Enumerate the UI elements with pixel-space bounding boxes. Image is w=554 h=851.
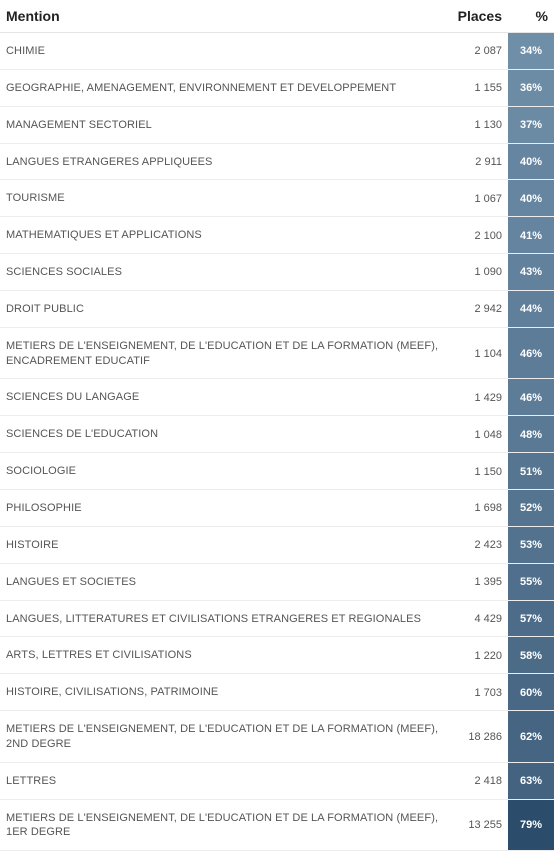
mention-cell: LETTRES — [0, 762, 450, 799]
mention-cell: LANGUES, LITTERATURES ET CIVILISATIONS E… — [0, 600, 450, 637]
table-row: PHILOSOPHIE1 69852% — [0, 489, 554, 526]
table-row: TOURISME1 06740% — [0, 180, 554, 217]
places-cell: 2 087 — [450, 33, 508, 70]
places-cell: 13 255 — [450, 799, 508, 851]
mention-cell: HISTOIRE — [0, 526, 450, 563]
table-row: METIERS DE L'ENSEIGNEMENT, DE L'EDUCATIO… — [0, 327, 554, 379]
table-row: LANGUES ET SOCIETES1 39555% — [0, 563, 554, 600]
mention-cell: MANAGEMENT SECTORIEL — [0, 106, 450, 143]
table-row: METIERS DE L'ENSEIGNEMENT, DE L'EDUCATIO… — [0, 799, 554, 851]
pct-cell: 44% — [508, 290, 554, 327]
mention-cell: CHIMIE — [0, 33, 450, 70]
pct-cell: 40% — [508, 143, 554, 180]
pct-cell: 52% — [508, 489, 554, 526]
table-row: LANGUES, LITTERATURES ET CIVILISATIONS E… — [0, 600, 554, 637]
mention-cell: LANGUES ETRANGERES APPLIQUEES — [0, 143, 450, 180]
mention-cell: DROIT PUBLIC — [0, 290, 450, 327]
table-row: SOCIOLOGIE1 15051% — [0, 453, 554, 490]
places-cell: 1 220 — [450, 637, 508, 674]
pct-cell: 51% — [508, 453, 554, 490]
mention-cell: ARTS, LETTRES ET CIVILISATIONS — [0, 637, 450, 674]
table-row: SCIENCES DE L'EDUCATION1 04848% — [0, 416, 554, 453]
pct-cell: 55% — [508, 563, 554, 600]
places-cell: 2 911 — [450, 143, 508, 180]
places-cell: 1 698 — [450, 489, 508, 526]
table-row: DROIT PUBLIC2 94244% — [0, 290, 554, 327]
table-row: LETTRES2 41863% — [0, 762, 554, 799]
mention-cell: SCIENCES DU LANGAGE — [0, 379, 450, 416]
places-cell: 1 104 — [450, 327, 508, 379]
table-row: LANGUES ETRANGERES APPLIQUEES2 91140% — [0, 143, 554, 180]
table-row: SCIENCES DU LANGAGE1 42946% — [0, 379, 554, 416]
pct-cell: 37% — [508, 106, 554, 143]
places-cell: 1 703 — [450, 674, 508, 711]
mention-cell: METIERS DE L'ENSEIGNEMENT, DE L'EDUCATIO… — [0, 327, 450, 379]
table-row: HISTOIRE2 42353% — [0, 526, 554, 563]
places-cell: 1 429 — [450, 379, 508, 416]
mention-cell: TOURISME — [0, 180, 450, 217]
pct-cell: 60% — [508, 674, 554, 711]
table-row: HISTOIRE, CIVILISATIONS, PATRIMOINE1 703… — [0, 674, 554, 711]
table-row: CHIMIE2 08734% — [0, 33, 554, 70]
pct-cell: 46% — [508, 379, 554, 416]
table-row: MANAGEMENT SECTORIEL1 13037% — [0, 106, 554, 143]
pct-cell: 34% — [508, 33, 554, 70]
mention-cell: LANGUES ET SOCIETES — [0, 563, 450, 600]
mention-cell: METIERS DE L'ENSEIGNEMENT, DE L'EDUCATIO… — [0, 711, 450, 763]
places-cell: 1 090 — [450, 254, 508, 291]
places-cell: 2 418 — [450, 762, 508, 799]
places-cell: 1 130 — [450, 106, 508, 143]
header-places[interactable]: Places — [450, 0, 508, 33]
places-cell: 1 395 — [450, 563, 508, 600]
places-cell: 1 048 — [450, 416, 508, 453]
table-row: SCIENCES SOCIALES1 09043% — [0, 254, 554, 291]
pct-cell: 36% — [508, 69, 554, 106]
mention-cell: PHILOSOPHIE — [0, 489, 450, 526]
pct-cell: 48% — [508, 416, 554, 453]
mention-cell: GEOGRAPHIE, AMENAGEMENT, ENVIRONNEMENT E… — [0, 69, 450, 106]
pct-cell: 58% — [508, 637, 554, 674]
places-cell: 2 100 — [450, 217, 508, 254]
pct-cell: 43% — [508, 254, 554, 291]
pct-cell: 41% — [508, 217, 554, 254]
places-cell: 1 150 — [450, 453, 508, 490]
places-cell: 1 155 — [450, 69, 508, 106]
mention-cell: HISTOIRE, CIVILISATIONS, PATRIMOINE — [0, 674, 450, 711]
header-pct[interactable]: % — [508, 0, 554, 33]
header-mention[interactable]: Mention — [0, 0, 450, 33]
mention-cell: METIERS DE L'ENSEIGNEMENT, DE L'EDUCATIO… — [0, 799, 450, 851]
places-cell: 4 429 — [450, 600, 508, 637]
table-row: METIERS DE L'ENSEIGNEMENT, DE L'EDUCATIO… — [0, 711, 554, 763]
table-row: GEOGRAPHIE, AMENAGEMENT, ENVIRONNEMENT E… — [0, 69, 554, 106]
pct-cell: 63% — [508, 762, 554, 799]
mention-cell: SCIENCES SOCIALES — [0, 254, 450, 291]
mentions-table: Mention Places % CHIMIE2 08734%GEOGRAPHI… — [0, 0, 554, 851]
table-row: MATHEMATIQUES ET APPLICATIONS2 10041% — [0, 217, 554, 254]
pct-cell: 79% — [508, 799, 554, 851]
table-header-row: Mention Places % — [0, 0, 554, 33]
mention-cell: SOCIOLOGIE — [0, 453, 450, 490]
places-cell: 2 942 — [450, 290, 508, 327]
pct-cell: 46% — [508, 327, 554, 379]
mention-cell: SCIENCES DE L'EDUCATION — [0, 416, 450, 453]
mention-cell: MATHEMATIQUES ET APPLICATIONS — [0, 217, 450, 254]
places-cell: 1 067 — [450, 180, 508, 217]
places-cell: 18 286 — [450, 711, 508, 763]
pct-cell: 40% — [508, 180, 554, 217]
pct-cell: 57% — [508, 600, 554, 637]
table-row: ARTS, LETTRES ET CIVILISATIONS1 22058% — [0, 637, 554, 674]
places-cell: 2 423 — [450, 526, 508, 563]
pct-cell: 62% — [508, 711, 554, 763]
pct-cell: 53% — [508, 526, 554, 563]
